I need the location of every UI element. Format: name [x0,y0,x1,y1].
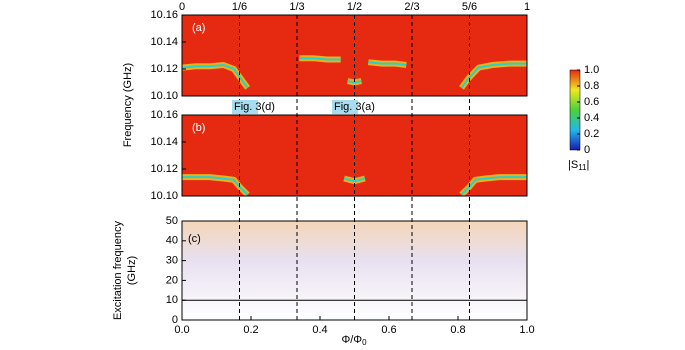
colorbar-tick-label: 1.0 [584,64,599,76]
y-tick-label: 10.10 [150,190,178,202]
colorbar-label-main: |S [568,159,578,171]
colorbar-tick-label: 0.6 [584,96,599,108]
annotation: Fig. 3(a) [334,101,375,113]
y-tick-label: 50 [166,215,178,227]
resonance-line [182,176,527,196]
colorbar [569,69,581,151]
annotation: Fig. 3(d) [234,101,275,113]
y-tick-label: 30 [166,255,178,267]
colorbar-label-end: | [587,159,590,171]
y-tick-label: 10.12 [150,163,178,175]
top-tick-label: 1 [524,1,530,13]
x-tick-label: 1.0 [519,324,534,336]
panel-label: (c) [188,233,201,245]
panel-label: (a) [192,22,205,34]
y-tick-label: 10.10 [150,90,178,102]
y-tick-label: 10.12 [150,63,178,75]
y-axis-label: Frequency (GHz) [122,63,134,147]
x-label-main: Φ/Φ [341,334,362,346]
top-tick-label: 1/6 [232,1,247,13]
x-tick-label: 0.0 [174,324,189,336]
colorbar-tick-label: 0 [584,144,590,156]
y-axis-label: Excitation frequency [112,220,124,320]
y-tick-label: 20 [166,274,178,286]
annotation-box [332,100,358,114]
colorbar-tick-label: 0.4 [584,112,599,124]
x-tick-label: 0.2 [243,324,258,336]
x-tick-label: 0.6 [381,324,396,336]
y-tick-label: 10 [166,294,178,306]
x-label-sub: 0 [362,338,367,347]
top-tick-label: 0 [179,1,185,13]
colorbar-tick-label: 0.2 [584,128,599,140]
top-tick-label: 1/3 [289,1,304,13]
x-axis-label: Φ/Φ0 [341,334,367,347]
x-tick-label: 0.8 [450,324,465,336]
y-axis-label: (GHz) [126,256,138,285]
top-tick-label: 2/3 [404,1,419,13]
panel-label: (b) [192,122,205,134]
annotation-box [232,100,258,114]
resonance-line [181,57,527,89]
y-tick-label: 0 [172,314,178,326]
top-tick-label: 1/2 [347,1,362,13]
y-tick-label: 10.14 [150,136,178,148]
y-tick-label: 10.16 [150,9,178,21]
colorbar-tick-label: 0.8 [584,80,599,92]
y-tick-label: 10.16 [150,109,178,121]
colorbar-label: |S11| [568,159,589,172]
colorbar-label-sub: 11 [578,163,587,172]
x-tick-label: 0.4 [312,324,327,336]
y-tick-label: 10.14 [150,36,178,48]
top-tick-label: 5/6 [462,1,477,13]
y-tick-label: 40 [166,235,178,247]
